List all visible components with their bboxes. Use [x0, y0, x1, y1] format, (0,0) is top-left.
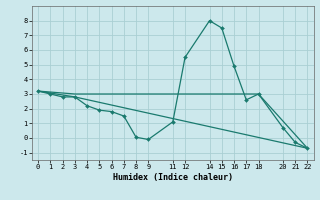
X-axis label: Humidex (Indice chaleur): Humidex (Indice chaleur) — [113, 173, 233, 182]
